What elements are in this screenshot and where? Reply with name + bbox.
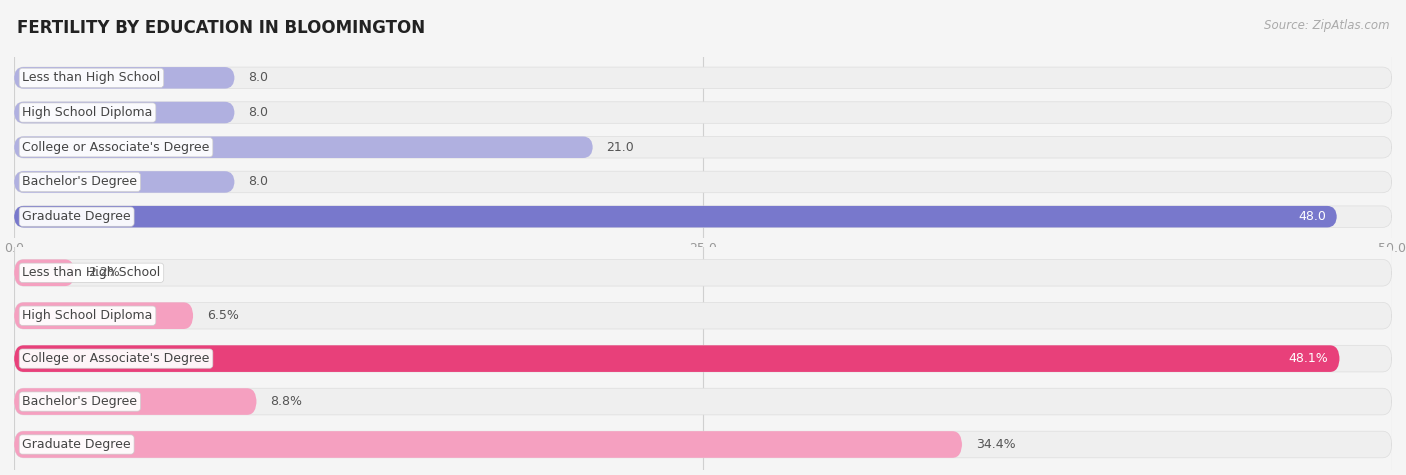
- FancyBboxPatch shape: [14, 345, 1392, 372]
- Text: 2.2%: 2.2%: [89, 266, 121, 279]
- FancyBboxPatch shape: [14, 345, 1340, 372]
- Text: 8.8%: 8.8%: [270, 395, 302, 408]
- FancyBboxPatch shape: [14, 259, 75, 286]
- Text: 8.0: 8.0: [249, 106, 269, 119]
- Text: Source: ZipAtlas.com: Source: ZipAtlas.com: [1264, 19, 1389, 32]
- FancyBboxPatch shape: [14, 136, 1392, 158]
- Text: 6.5%: 6.5%: [207, 309, 239, 322]
- FancyBboxPatch shape: [14, 431, 962, 458]
- FancyBboxPatch shape: [14, 206, 1392, 228]
- Text: 48.1%: 48.1%: [1289, 352, 1329, 365]
- FancyBboxPatch shape: [14, 171, 235, 193]
- Text: High School Diploma: High School Diploma: [22, 106, 153, 119]
- FancyBboxPatch shape: [14, 136, 593, 158]
- FancyBboxPatch shape: [14, 102, 235, 124]
- Text: FERTILITY BY EDUCATION IN BLOOMINGTON: FERTILITY BY EDUCATION IN BLOOMINGTON: [17, 19, 425, 37]
- FancyBboxPatch shape: [14, 388, 1392, 415]
- FancyBboxPatch shape: [14, 102, 1392, 124]
- Text: Bachelor's Degree: Bachelor's Degree: [22, 395, 138, 408]
- Text: High School Diploma: High School Diploma: [22, 309, 153, 322]
- Text: College or Associate's Degree: College or Associate's Degree: [22, 352, 209, 365]
- FancyBboxPatch shape: [14, 67, 235, 88]
- Text: Less than High School: Less than High School: [22, 266, 160, 279]
- Text: 48.0: 48.0: [1298, 210, 1326, 223]
- FancyBboxPatch shape: [14, 67, 1392, 88]
- Text: 8.0: 8.0: [249, 175, 269, 189]
- Text: Less than High School: Less than High School: [22, 71, 160, 85]
- Text: 34.4%: 34.4%: [976, 438, 1015, 451]
- Text: 8.0: 8.0: [249, 71, 269, 85]
- FancyBboxPatch shape: [14, 259, 1392, 286]
- Text: College or Associate's Degree: College or Associate's Degree: [22, 141, 209, 154]
- Text: 21.0: 21.0: [606, 141, 634, 154]
- FancyBboxPatch shape: [14, 206, 1337, 228]
- Text: Graduate Degree: Graduate Degree: [22, 210, 131, 223]
- Text: Bachelor's Degree: Bachelor's Degree: [22, 175, 138, 189]
- FancyBboxPatch shape: [14, 431, 1392, 458]
- FancyBboxPatch shape: [14, 388, 256, 415]
- FancyBboxPatch shape: [14, 303, 1392, 329]
- FancyBboxPatch shape: [14, 171, 1392, 193]
- Text: Graduate Degree: Graduate Degree: [22, 438, 131, 451]
- FancyBboxPatch shape: [14, 303, 193, 329]
